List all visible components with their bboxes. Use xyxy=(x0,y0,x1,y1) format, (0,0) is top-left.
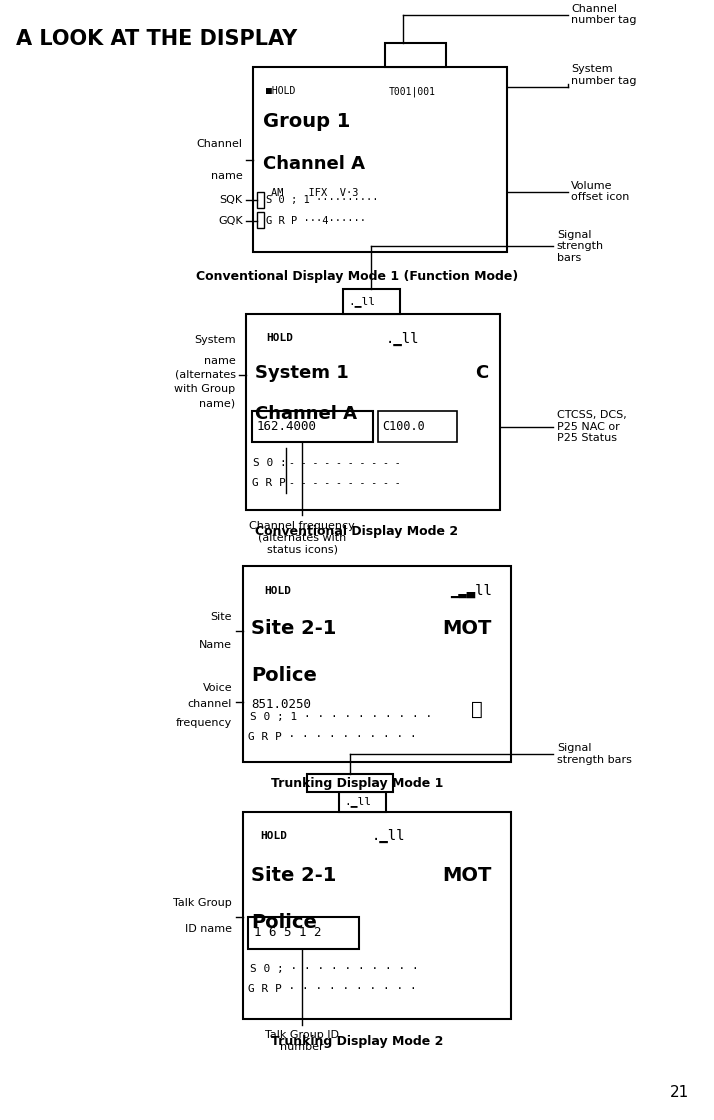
Text: Police: Police xyxy=(251,666,317,685)
Text: frequency: frequency xyxy=(176,718,232,728)
Text: MOT: MOT xyxy=(443,619,492,638)
Text: MOT: MOT xyxy=(443,866,492,885)
Text: 1 6 5 1 2: 1 6 5 1 2 xyxy=(254,926,322,940)
Text: AM    IFX  V·3: AM IFX V·3 xyxy=(271,188,359,198)
Text: G R P ···4······: G R P ···4······ xyxy=(266,216,366,225)
Text: Channel A: Channel A xyxy=(255,405,357,423)
Bar xyxy=(246,314,500,510)
Text: SQK: SQK xyxy=(220,196,243,205)
Text: System
number tag: System number tag xyxy=(571,64,637,86)
Text: Voice: Voice xyxy=(203,683,232,693)
Text: .▁ll: .▁ll xyxy=(386,332,419,346)
Text: Group 1: Group 1 xyxy=(263,112,351,131)
Text: Site: Site xyxy=(211,612,232,622)
Text: System: System xyxy=(194,335,236,345)
Text: - - - - - - - - - -: - - - - - - - - - - xyxy=(289,458,401,467)
Text: name: name xyxy=(204,356,236,366)
Text: Conventional Display Mode 1 (Function Mode): Conventional Display Mode 1 (Function Mo… xyxy=(196,270,518,283)
Text: S 0 ; 1 · · · · · · · · · ·: S 0 ; 1 · · · · · · · · · · xyxy=(250,712,432,721)
Text: Talk Group ID
number: Talk Group ID number xyxy=(265,1030,338,1052)
Text: C100.0: C100.0 xyxy=(383,420,426,433)
Text: HOLD: HOLD xyxy=(261,831,288,841)
Bar xyxy=(378,411,457,442)
Text: Talk Group: Talk Group xyxy=(174,898,232,908)
Text: .▁ll: .▁ll xyxy=(345,796,372,808)
Text: ⌖: ⌖ xyxy=(471,700,483,719)
Text: T001|001: T001|001 xyxy=(389,86,436,96)
Text: Trunking Display Mode 1: Trunking Display Mode 1 xyxy=(271,777,443,791)
Text: Signal
strength
bars: Signal strength bars xyxy=(557,230,604,263)
Bar xyxy=(253,67,507,252)
Bar xyxy=(243,812,511,1019)
Text: Site 2-1: Site 2-1 xyxy=(251,619,337,638)
Text: - - - - - - - - - -: - - - - - - - - - - xyxy=(289,478,401,487)
Text: G R P: G R P xyxy=(252,478,286,487)
Text: Police: Police xyxy=(251,913,317,932)
Bar xyxy=(343,289,400,314)
Text: 21: 21 xyxy=(670,1085,689,1100)
Text: name): name) xyxy=(199,399,236,409)
Text: Site 2-1: Site 2-1 xyxy=(251,866,337,885)
Text: C: C xyxy=(475,364,488,382)
Text: ▁▂▃ll: ▁▂▃ll xyxy=(450,584,492,598)
Bar xyxy=(307,774,393,792)
Text: G R P · · · · · · · · · ·: G R P · · · · · · · · · · xyxy=(248,984,417,993)
Text: Signal
strength bars: Signal strength bars xyxy=(557,743,632,765)
Text: Channel A: Channel A xyxy=(263,155,366,172)
Text: Volume
offset icon: Volume offset icon xyxy=(571,180,630,203)
Text: HOLD: HOLD xyxy=(266,333,293,343)
Text: S 0 ; 1 ··········: S 0 ; 1 ·········· xyxy=(266,196,379,205)
Text: HOLD: HOLD xyxy=(264,586,291,596)
Bar xyxy=(386,43,446,67)
Bar xyxy=(248,917,359,949)
Text: A LOOK AT THE DISPLAY: A LOOK AT THE DISPLAY xyxy=(16,29,297,49)
Bar xyxy=(252,411,373,442)
Text: .▁ll: .▁ll xyxy=(348,296,376,307)
Text: Name: Name xyxy=(199,640,232,650)
Text: (alternates: (alternates xyxy=(175,370,236,380)
Text: GQK: GQK xyxy=(218,216,243,225)
Text: Channel: Channel xyxy=(197,139,243,149)
Text: 162.4000: 162.4000 xyxy=(256,420,316,433)
Text: ID name: ID name xyxy=(185,924,232,934)
Bar xyxy=(257,192,264,208)
Text: 851.0250: 851.0250 xyxy=(251,698,311,711)
Text: with Group: with Group xyxy=(174,384,236,394)
Text: name: name xyxy=(211,171,243,181)
Bar xyxy=(243,566,511,762)
Text: Channel frequency
(alternates with
status icons): Channel frequency (alternates with statu… xyxy=(249,521,355,554)
Text: ■HOLD: ■HOLD xyxy=(266,86,296,96)
Text: Channel
number tag: Channel number tag xyxy=(571,3,637,26)
Text: S 0 :: S 0 : xyxy=(253,458,287,467)
Bar xyxy=(339,792,386,812)
Text: channel: channel xyxy=(188,700,232,709)
Text: CTCSS, DCS,
P25 NAC or
P25 Status: CTCSS, DCS, P25 NAC or P25 Status xyxy=(557,410,627,444)
Bar xyxy=(257,212,264,228)
Text: Conventional Display Mode 2: Conventional Display Mode 2 xyxy=(256,525,458,539)
Text: Trunking Display Mode 2: Trunking Display Mode 2 xyxy=(271,1035,443,1048)
Text: System 1: System 1 xyxy=(255,364,348,382)
Text: .▁ll: .▁ll xyxy=(371,829,405,843)
Text: S 0 ; · · · · · · · · · ·: S 0 ; · · · · · · · · · · xyxy=(250,964,418,973)
Text: G R P · · · · · · · · · ·: G R P · · · · · · · · · · xyxy=(248,732,417,741)
